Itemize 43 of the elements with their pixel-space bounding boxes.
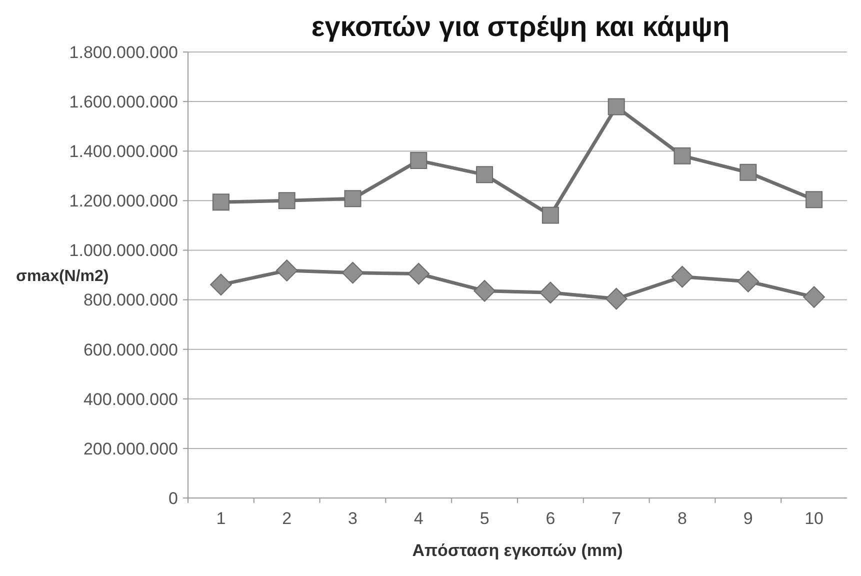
x-tick-label: 4 (414, 509, 424, 528)
y-tick-label: 1.200.000.000 (69, 192, 178, 211)
chart-title: εγκοπών για στρέψη και κάμψη (311, 11, 730, 42)
point (212, 194, 230, 211)
point (408, 262, 430, 285)
x-tick-label: 5 (480, 509, 490, 528)
x-tick-label: 10 (804, 509, 824, 528)
point (542, 206, 559, 224)
y-axis-title: σmax(N/m2) (16, 268, 109, 285)
point (740, 164, 757, 181)
y-tick-label: 1.000.000.000 (69, 241, 178, 260)
point (605, 288, 628, 310)
x-tick-label: 2 (282, 509, 292, 528)
point (674, 147, 691, 164)
point (476, 166, 494, 184)
y-tick-label: 1.600.000.000 (69, 92, 178, 112)
point (344, 190, 362, 208)
point (608, 98, 625, 116)
point (803, 286, 825, 308)
y-tick-label: 600.000.000 (83, 340, 178, 360)
y-tick-label: 1.400.000.000 (69, 142, 178, 162)
point (276, 260, 298, 282)
y-tick-label: 400.000.000 (83, 390, 178, 409)
point (278, 192, 296, 210)
y-tick-label: 800.000.000 (83, 290, 178, 310)
point (342, 262, 364, 284)
x-tick-label: 6 (546, 509, 556, 528)
y-tick-label: 0 (168, 488, 178, 508)
x-tick-label: 9 (743, 509, 753, 528)
point (410, 152, 428, 170)
point (474, 280, 496, 302)
point (540, 282, 562, 304)
x-tick-label: 3 (348, 509, 358, 528)
point (671, 266, 694, 288)
x-tick-label: 7 (612, 509, 622, 528)
point (737, 270, 760, 292)
x-tick-label: 1 (216, 509, 226, 528)
x-axis-title: Απόσταση εγκοπών (mm) (412, 541, 623, 560)
x-tick-label: 8 (678, 509, 687, 528)
y-tick-label: 1.800.000.000 (69, 42, 178, 62)
y-tick-label: 200.000.000 (83, 439, 178, 458)
point (210, 274, 232, 296)
point (806, 191, 823, 208)
